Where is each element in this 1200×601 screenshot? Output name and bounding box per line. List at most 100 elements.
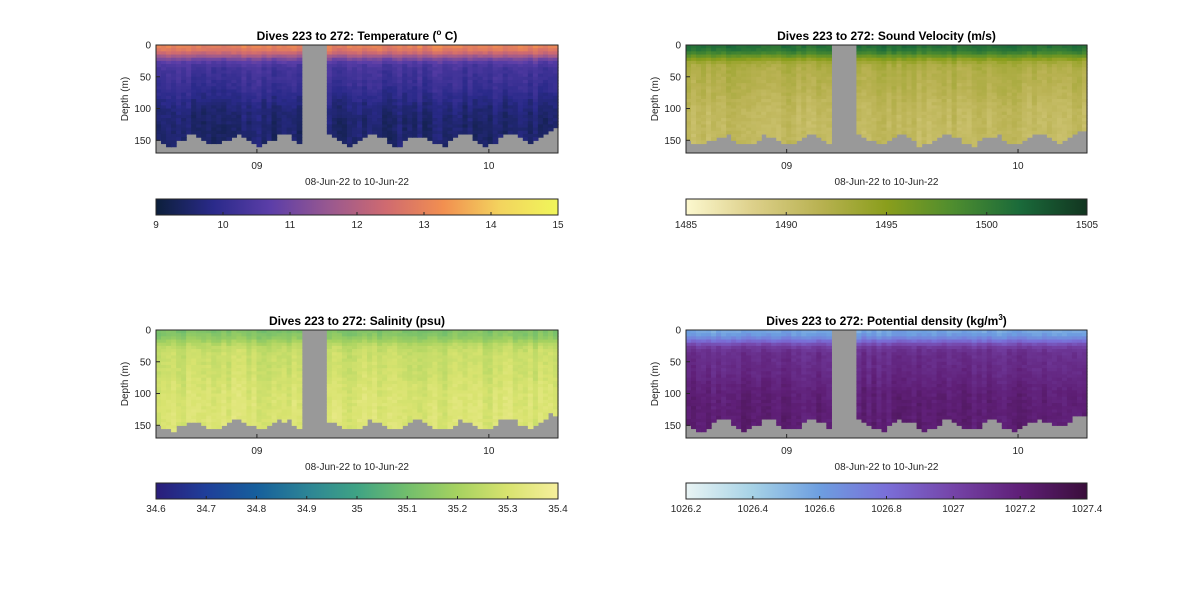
heatmap-cell: [876, 67, 883, 72]
heatmap-cell: [956, 130, 963, 135]
heatmap-cell: [196, 92, 202, 97]
heatmap-cell: [472, 76, 479, 81]
heatmap-cell: [186, 45, 192, 49]
heatmap-cell: [1011, 130, 1018, 135]
heatmap-cell: [961, 130, 968, 135]
heatmap-cell: [1021, 76, 1028, 81]
heatmap-cell: [507, 95, 514, 100]
heatmap-cell: [926, 95, 933, 100]
heatmap-cell: [181, 130, 187, 135]
heatmap-cell: [507, 73, 514, 78]
heatmap-cell: [896, 124, 903, 129]
heatmap-cell: [826, 118, 832, 122]
heatmap-cell: [492, 133, 499, 138]
colorbar-tick-label: 11: [285, 220, 296, 231]
heatmap-cell: [402, 111, 408, 116]
heatmap-cell: [377, 48, 383, 52]
heatmap-cell: [266, 76, 273, 81]
heatmap-cell: [711, 95, 717, 100]
heatmap-cell: [896, 60, 903, 65]
heatmap-cell: [462, 45, 469, 49]
heatmap-cell: [726, 64, 732, 68]
heatmap-cell: [231, 64, 238, 68]
heatmap-cell: [492, 111, 499, 116]
heatmap-cell: [412, 83, 418, 87]
heatmap-cell: [896, 83, 903, 87]
heatmap-cell: [826, 51, 832, 56]
heatmap-cell: [437, 89, 444, 94]
heatmap-cell: [442, 67, 449, 72]
heatmap-cell: [462, 95, 469, 100]
heatmap-cell: [181, 396, 187, 401]
heatmap-cell: [806, 76, 812, 81]
heatmap-cell: [881, 137, 888, 141]
heatmap-cell: [1001, 121, 1008, 126]
heatmap-cell: [266, 118, 273, 122]
heatmap-cell: [776, 79, 782, 84]
heatmap-cell: [482, 64, 489, 68]
heatmap-cell: [1076, 108, 1083, 113]
heatmap-cell: [811, 57, 817, 62]
heatmap-cell: [336, 108, 343, 113]
heatmap-cell: [776, 118, 782, 122]
heatmap-cell: [502, 86, 509, 91]
heatmap-cell: [161, 89, 167, 94]
heatmap-cell: [976, 121, 983, 126]
heatmap-cell: [367, 127, 373, 132]
heatmap-cell: [951, 130, 958, 135]
heatmap-cell: [876, 73, 883, 78]
heatmap-cell: [921, 67, 928, 72]
heatmap-cell: [326, 70, 333, 75]
heatmap-cell: [946, 95, 953, 100]
heatmap-cell: [547, 64, 554, 68]
heatmap-cell: [186, 57, 192, 62]
heatmap-cell: [181, 361, 187, 366]
heatmap-cell: [736, 92, 742, 97]
heatmap-cell: [336, 76, 343, 81]
heatmap-cell: [216, 92, 222, 97]
heatmap-cell: [1026, 99, 1033, 103]
heatmap-cell: [191, 371, 197, 376]
heatmap-cell: [517, 76, 524, 81]
heatmap-cell: [206, 54, 212, 59]
heatmap-cell: [161, 121, 167, 126]
heatmap-cell: [547, 114, 554, 119]
heatmap-cell: [502, 130, 509, 135]
heatmap-cell: [206, 409, 212, 414]
heatmap-cell: [746, 51, 752, 56]
heatmap-cell: [377, 45, 383, 49]
heatmap-cell: [201, 95, 207, 100]
heatmap-cell: [186, 415, 192, 420]
heatmap-cell: [532, 92, 539, 97]
heatmap-cell: [507, 64, 514, 68]
heatmap-cell: [462, 111, 469, 116]
heatmap-cell: [876, 86, 883, 91]
heatmap-cell: [876, 51, 883, 56]
heatmap-cell: [256, 143, 263, 148]
heatmap-cell: [1061, 137, 1068, 141]
heatmap-cell: [1031, 95, 1038, 100]
heatmap-cell: [186, 396, 192, 401]
heatmap-cell: [286, 111, 293, 116]
heatmap-cell: [236, 130, 243, 135]
heatmap-cell: [206, 124, 212, 129]
heatmap-cell: [527, 140, 534, 145]
heatmap-cell: [382, 133, 388, 138]
heatmap-cell: [372, 79, 378, 84]
heatmap-cell: [487, 114, 494, 119]
heatmap-cell: [996, 121, 1003, 126]
heatmap-cell: [206, 114, 212, 119]
heatmap-cell: [482, 92, 489, 97]
heatmap-cell: [417, 133, 423, 138]
heatmap-cell: [422, 70, 428, 75]
heatmap-cell: [492, 73, 499, 78]
heatmap-cell: [711, 114, 717, 119]
heatmap-cell: [916, 133, 923, 138]
heatmap-cell: [221, 73, 227, 78]
heatmap-cell: [166, 73, 172, 78]
heatmap-cell: [801, 99, 807, 103]
heatmap-cell: [507, 83, 514, 87]
heatmap-cell: [537, 60, 544, 65]
heatmap-cell: [176, 399, 182, 404]
